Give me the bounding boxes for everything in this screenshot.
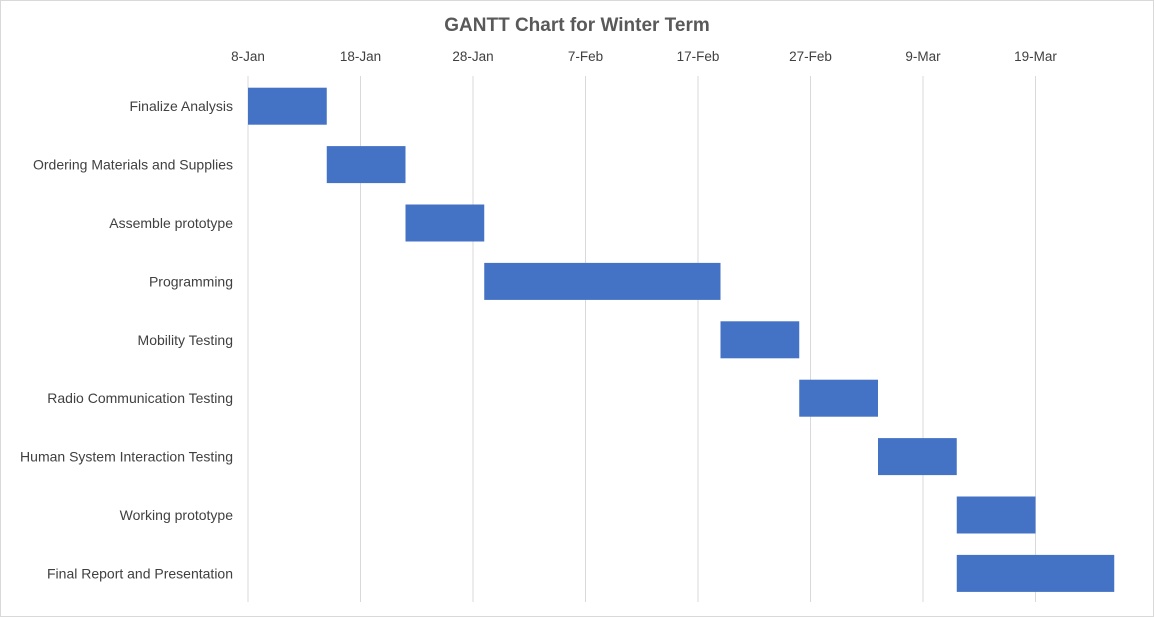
- task-bar: [720, 321, 800, 359]
- x-tick-label: 19-Mar: [1014, 49, 1057, 64]
- task-bar: [405, 204, 485, 242]
- task-bar: [248, 87, 327, 125]
- x-tick-label: 18-Jan: [340, 49, 381, 64]
- x-tick-label: 9-Mar: [905, 49, 941, 64]
- task-label: Human System Interaction Testing: [20, 449, 233, 465]
- task-bar: [326, 146, 406, 184]
- task-bar: [956, 496, 1036, 534]
- task-label: Finalize Analysis: [130, 98, 234, 114]
- task-bar: [956, 554, 1115, 592]
- task-label: Ordering Materials and Supplies: [33, 157, 233, 173]
- x-tick-label: 17-Feb: [677, 49, 720, 64]
- task-bar: [484, 262, 721, 300]
- x-tick-label: 7-Feb: [568, 49, 603, 64]
- task-label: Assemble prototype: [109, 215, 233, 231]
- task-label: Programming: [149, 273, 233, 289]
- task-label: Final Report and Presentation: [47, 565, 233, 581]
- task-labels: Finalize Analysis Ordering Materials and …: [20, 98, 233, 581]
- task-bar: [878, 438, 957, 476]
- x-tick-label: 27-Feb: [789, 49, 832, 64]
- task-bar: [799, 379, 878, 417]
- task-label: Working prototype: [120, 507, 234, 523]
- x-tick-label: 8-Jan: [231, 49, 265, 64]
- task-bars: [248, 87, 1115, 592]
- task-label: Mobility Testing: [138, 332, 233, 348]
- task-label: Radio Communication Testing: [47, 390, 233, 406]
- chart-title: GANTT Chart for Winter Term: [444, 15, 709, 36]
- x-axis-ticks: 8-Jan 18-Jan 28-Jan 7-Feb 17-Feb 27-Feb 9-Mar 1…: [231, 49, 1057, 64]
- x-tick-label: 28-Jan: [452, 49, 493, 64]
